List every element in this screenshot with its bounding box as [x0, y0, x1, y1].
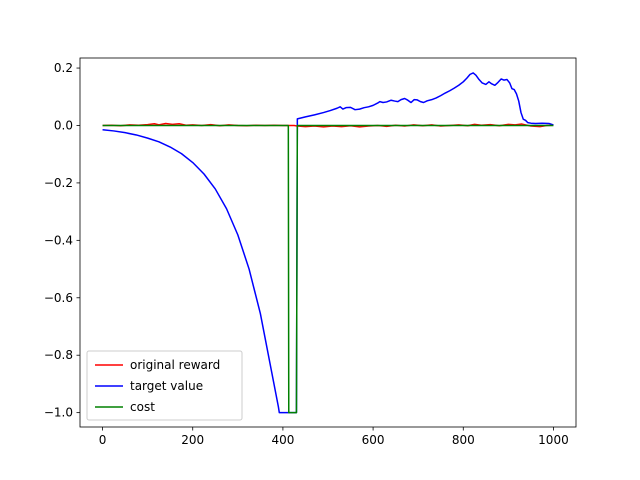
legend-box [86, 350, 243, 421]
series-line-cost [102, 124, 554, 414]
x-tick-label: 0 [99, 433, 107, 447]
legend-label-cost: cost [130, 400, 155, 414]
y-tick-label: −0.2 [44, 176, 73, 190]
plot-lines [102, 72, 554, 414]
series-line-target-value [102, 72, 554, 414]
x-tick-label: 800 [452, 433, 475, 447]
x-tick-label: 1000 [538, 433, 569, 447]
x-tick-label: 400 [271, 433, 294, 447]
y-tick-label: −1.0 [44, 406, 73, 420]
y-tick-label: −0.8 [44, 348, 73, 362]
y-tick-label: 0.0 [54, 118, 73, 132]
y-axis: −1.0 −0.8 −0.6 −0.4 −0.2 0.0 0.2 [44, 61, 80, 420]
x-axis: 0 200 400 600 800 1000 [99, 427, 569, 447]
legend: original reward target value cost [86, 350, 243, 421]
y-tick-label: −0.4 [44, 233, 73, 247]
y-tick-label: 0.2 [54, 61, 73, 75]
legend-label-target-value: target value [130, 379, 203, 393]
x-tick-label: 200 [181, 433, 204, 447]
legend-label-original-reward: original reward [130, 358, 220, 372]
x-tick-label: 600 [362, 433, 385, 447]
y-tick-label: −0.6 [44, 291, 73, 305]
axes-frame [79, 57, 577, 428]
